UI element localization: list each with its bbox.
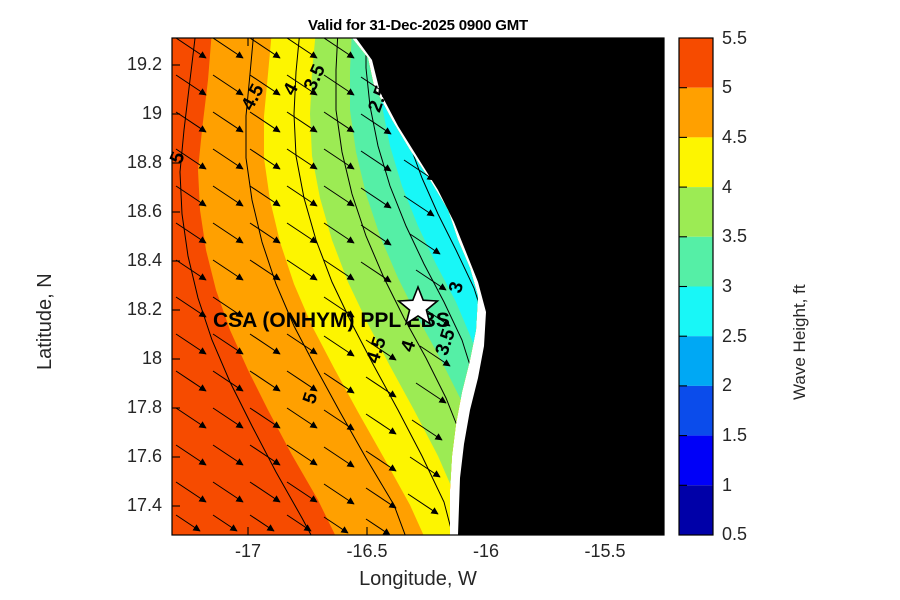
star-marker (396, 284, 440, 326)
colorbar-swatch-3-3.5 (679, 236, 713, 287)
y-tick-label: 17.6 (126, 446, 162, 466)
map-axes: 5 4.5 4 3.5 2.5 3 3.5 4 4.5 5 CSA (ONHYM… (166, 37, 665, 536)
colorbar-tick-label: 5 (722, 77, 733, 97)
x-axis-label: Longitude, W (359, 568, 477, 590)
y-tick-label: 18.8 (126, 152, 162, 172)
colorbar-swatch-0.5-1 (679, 485, 713, 535)
y-tick-label: 18.6 (126, 201, 162, 221)
wave-direction-vectors (175, 38, 451, 535)
colorbar-tick-label: 0.5 (722, 524, 748, 544)
colorbar-tick-label: 2.5 (722, 326, 748, 346)
colorbar-swatch-1.5-2 (679, 385, 713, 436)
colorbar-tick-label: 2 (722, 375, 733, 395)
colorbar-swatch-4-4.5 (679, 137, 713, 188)
y-tick-label: 17.8 (126, 397, 162, 417)
y-tick-label: 19 (141, 103, 162, 123)
site-annotation-label: CSA (ONHYM) PPL EBS (213, 309, 450, 332)
colorbar-swatch-5-5.5 (679, 38, 713, 88)
y-tick-label: 18.4 (126, 250, 162, 270)
page-title: Valid for 31-Dec-2025 0900 GMT (308, 17, 528, 34)
colorbar-swatch-3.5-4 (679, 187, 713, 237)
colorbar-ticks (679, 87, 687, 486)
x-tick-label: -16.5 (346, 541, 388, 561)
axes-border (171, 37, 665, 536)
colorbar-tick-label: 1 (722, 475, 733, 495)
y-axis-label: Latitude, N (34, 273, 56, 370)
colorbar-tick-label: 4 (722, 177, 733, 197)
axis-ticks (172, 38, 606, 535)
colorbar-tick-label: 3 (722, 276, 733, 296)
x-tick-label: -17 (234, 541, 261, 561)
colorbar-swatch-4.5-5 (679, 87, 713, 138)
colorbar-swatch-2.5-3 (679, 286, 713, 337)
colorbar-swatch-1-1.5 (679, 435, 713, 486)
x-tick-label: -15.5 (584, 541, 626, 561)
colorbar-tick-label: 1.5 (722, 425, 748, 445)
y-tick-label: 17.4 (126, 495, 162, 515)
y-tick-label: 19.2 (126, 54, 162, 74)
y-tick-label: 18 (141, 348, 162, 368)
colorbar (678, 37, 714, 536)
x-tick-label: -16 (472, 541, 499, 561)
colorbar-axis-label: Wave Height, ft (790, 284, 809, 400)
colorbar-tick-label: 4.5 (722, 127, 748, 147)
colorbar-tick-label: 5.5 (722, 28, 748, 48)
colorbar-tick-label: 3.5 (722, 226, 748, 246)
colorbar-swatch-2-2.5 (679, 336, 713, 386)
y-tick-label: 18.2 (126, 299, 162, 319)
